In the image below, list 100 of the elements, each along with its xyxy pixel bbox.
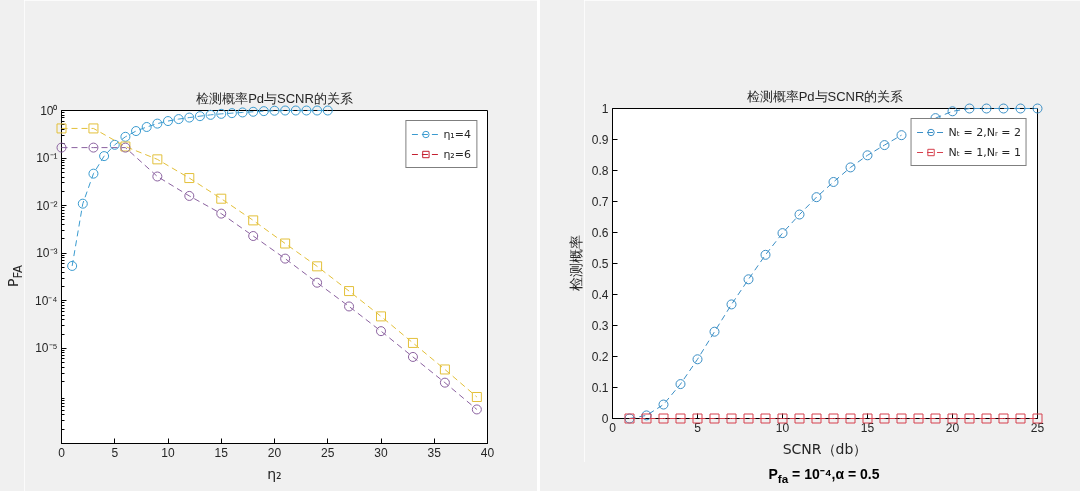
point	[471, 391, 482, 402]
y-tick-label: 10⁻³	[36, 246, 58, 261]
point	[981, 103, 992, 114]
chart-title: 检测概率Pd与SCNR的关系	[746, 88, 904, 104]
point	[777, 413, 788, 424]
point	[675, 413, 686, 424]
point	[163, 116, 173, 127]
point	[930, 413, 941, 424]
y-tick-label: 0.3	[591, 319, 609, 333]
point	[290, 105, 301, 116]
point	[301, 105, 312, 116]
point	[67, 260, 78, 271]
y-tick-label: 10⁻²	[36, 198, 58, 213]
x-tick-label: 25	[321, 445, 335, 460]
x-tick-label: 10	[775, 420, 790, 435]
point	[226, 108, 237, 119]
point	[1015, 103, 1026, 114]
x-axis-title: η₂	[267, 465, 282, 482]
point	[439, 377, 450, 388]
point	[248, 231, 259, 241]
point	[896, 413, 907, 424]
point	[88, 168, 99, 179]
x-tick-label: 40	[480, 445, 495, 460]
text: P$_{fa}$ = 10⁻⁴,α = 0.5	[768, 465, 880, 487]
x-tick-label: 25	[1030, 420, 1045, 435]
point	[692, 413, 703, 424]
point	[692, 354, 703, 365]
point	[726, 413, 737, 424]
y-tick-label: 0.2	[591, 350, 609, 364]
point	[947, 413, 958, 424]
point	[828, 176, 839, 187]
x-tick-label: 30	[374, 445, 388, 460]
x-tick-label: 20	[945, 420, 960, 435]
x-axis-title: SCNR（db）	[782, 440, 868, 457]
y-tick-label: 10⁻⁵	[35, 341, 58, 356]
point	[1032, 103, 1043, 114]
point	[913, 413, 924, 424]
point	[998, 103, 1009, 114]
point	[794, 413, 805, 424]
point	[216, 108, 227, 119]
point	[205, 109, 216, 120]
point	[312, 261, 323, 272]
point	[280, 105, 291, 116]
point	[152, 171, 163, 182]
point	[312, 277, 323, 288]
point	[862, 413, 873, 424]
point	[152, 154, 163, 165]
point	[344, 301, 355, 312]
point	[216, 208, 227, 219]
point	[845, 413, 856, 424]
point	[760, 249, 771, 260]
x-tick-label: 10	[161, 445, 175, 460]
point	[194, 111, 205, 122]
legend-label: η₂=6	[443, 146, 471, 162]
point	[184, 190, 195, 201]
point	[280, 238, 291, 249]
legend-label: Nₜ = 2,Nᵣ = 2	[948, 124, 1021, 140]
point	[964, 413, 975, 424]
y-tick-label: 0.5	[591, 257, 609, 271]
point	[1032, 413, 1043, 424]
point	[344, 286, 355, 297]
point	[173, 114, 184, 125]
point	[845, 162, 856, 173]
point	[77, 198, 88, 209]
point	[777, 228, 788, 239]
point	[312, 105, 323, 116]
point	[248, 106, 259, 117]
x-tick-label: 5	[111, 445, 119, 460]
point	[471, 404, 482, 415]
point	[658, 413, 669, 424]
point	[964, 103, 975, 114]
point	[862, 150, 873, 161]
point	[896, 130, 907, 141]
point	[376, 311, 386, 322]
y-tick-label: 1	[601, 102, 609, 116]
point	[184, 173, 195, 184]
point	[981, 413, 992, 424]
y-tick-label: 0.9	[591, 133, 609, 147]
point	[109, 139, 120, 150]
point	[439, 364, 450, 375]
point	[322, 105, 333, 116]
y-tick-label: 10⁰	[40, 103, 58, 118]
y-tick-label: 0.1	[591, 381, 609, 395]
point	[407, 337, 418, 348]
point	[88, 123, 99, 134]
x-tick-label: 15	[860, 420, 875, 435]
point	[879, 413, 890, 424]
point	[216, 193, 227, 204]
y-tick-label: 10⁻⁴	[35, 293, 58, 308]
y-tick-label: 10⁻¹	[36, 151, 58, 166]
point	[258, 106, 269, 117]
point	[376, 326, 386, 337]
point	[811, 413, 822, 424]
x-tick-label: 20	[267, 445, 282, 460]
point	[879, 140, 890, 151]
point	[658, 399, 669, 410]
point	[99, 151, 110, 162]
x-tick-label: 15	[214, 445, 229, 460]
point	[743, 413, 754, 424]
point	[828, 413, 839, 424]
